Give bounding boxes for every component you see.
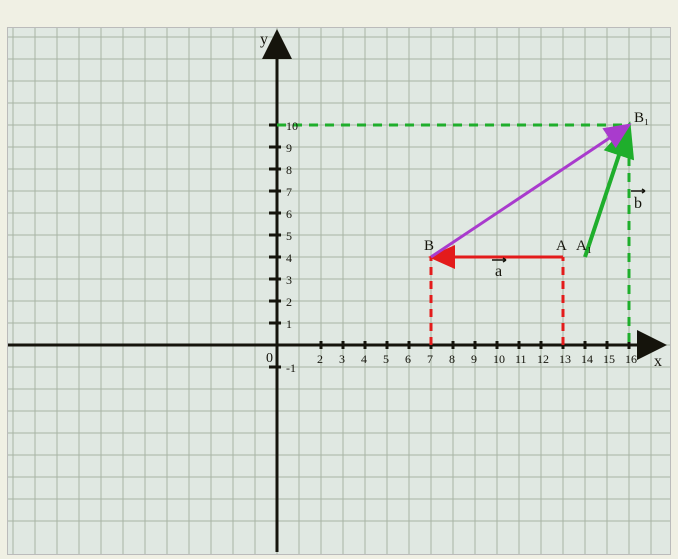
svg-text:14: 14: [581, 352, 593, 366]
svg-text:5: 5: [383, 352, 389, 366]
label-B: B: [424, 238, 434, 254]
label-vector-b: b: [631, 189, 645, 212]
svg-text:12: 12: [537, 352, 549, 366]
svg-text:7: 7: [286, 185, 292, 199]
plot-frame: y x 0 B A A₁ B₁ a b 23456789101112131415…: [8, 28, 670, 554]
svg-text:a: a: [495, 263, 502, 280]
svg-text:7: 7: [427, 352, 433, 366]
plot-svg: y x 0 B A A₁ B₁ a b 23456789101112131415…: [8, 28, 670, 554]
svg-text:10: 10: [493, 352, 505, 366]
svg-text:-1: -1: [286, 361, 296, 375]
grid: [8, 28, 670, 554]
svg-text:b: b: [634, 195, 642, 212]
label-vector-a: a: [492, 258, 506, 280]
label-B1: B₁: [634, 110, 649, 126]
svg-text:16: 16: [625, 352, 637, 366]
label-A1: A₁: [576, 238, 592, 254]
svg-text:4: 4: [286, 251, 292, 265]
svg-text:2: 2: [286, 295, 292, 309]
svg-text:5: 5: [286, 229, 292, 243]
svg-text:8: 8: [449, 352, 455, 366]
origin-label: 0: [266, 351, 273, 366]
svg-text:1: 1: [286, 317, 292, 331]
svg-text:9: 9: [286, 141, 292, 155]
svg-text:4: 4: [361, 352, 367, 366]
svg-text:3: 3: [339, 352, 345, 366]
x-axis-label: x: [654, 353, 662, 370]
svg-text:2: 2: [317, 352, 323, 366]
svg-text:13: 13: [559, 352, 571, 366]
svg-text:8: 8: [286, 163, 292, 177]
svg-text:11: 11: [515, 352, 527, 366]
svg-text:9: 9: [471, 352, 477, 366]
svg-text:3: 3: [286, 273, 292, 287]
svg-text:6: 6: [286, 207, 292, 221]
label-A: A: [556, 238, 567, 254]
svg-text:15: 15: [603, 352, 615, 366]
svg-text:10: 10: [286, 119, 298, 133]
svg-text:6: 6: [405, 352, 411, 366]
y-axis-label: y: [260, 31, 268, 48]
